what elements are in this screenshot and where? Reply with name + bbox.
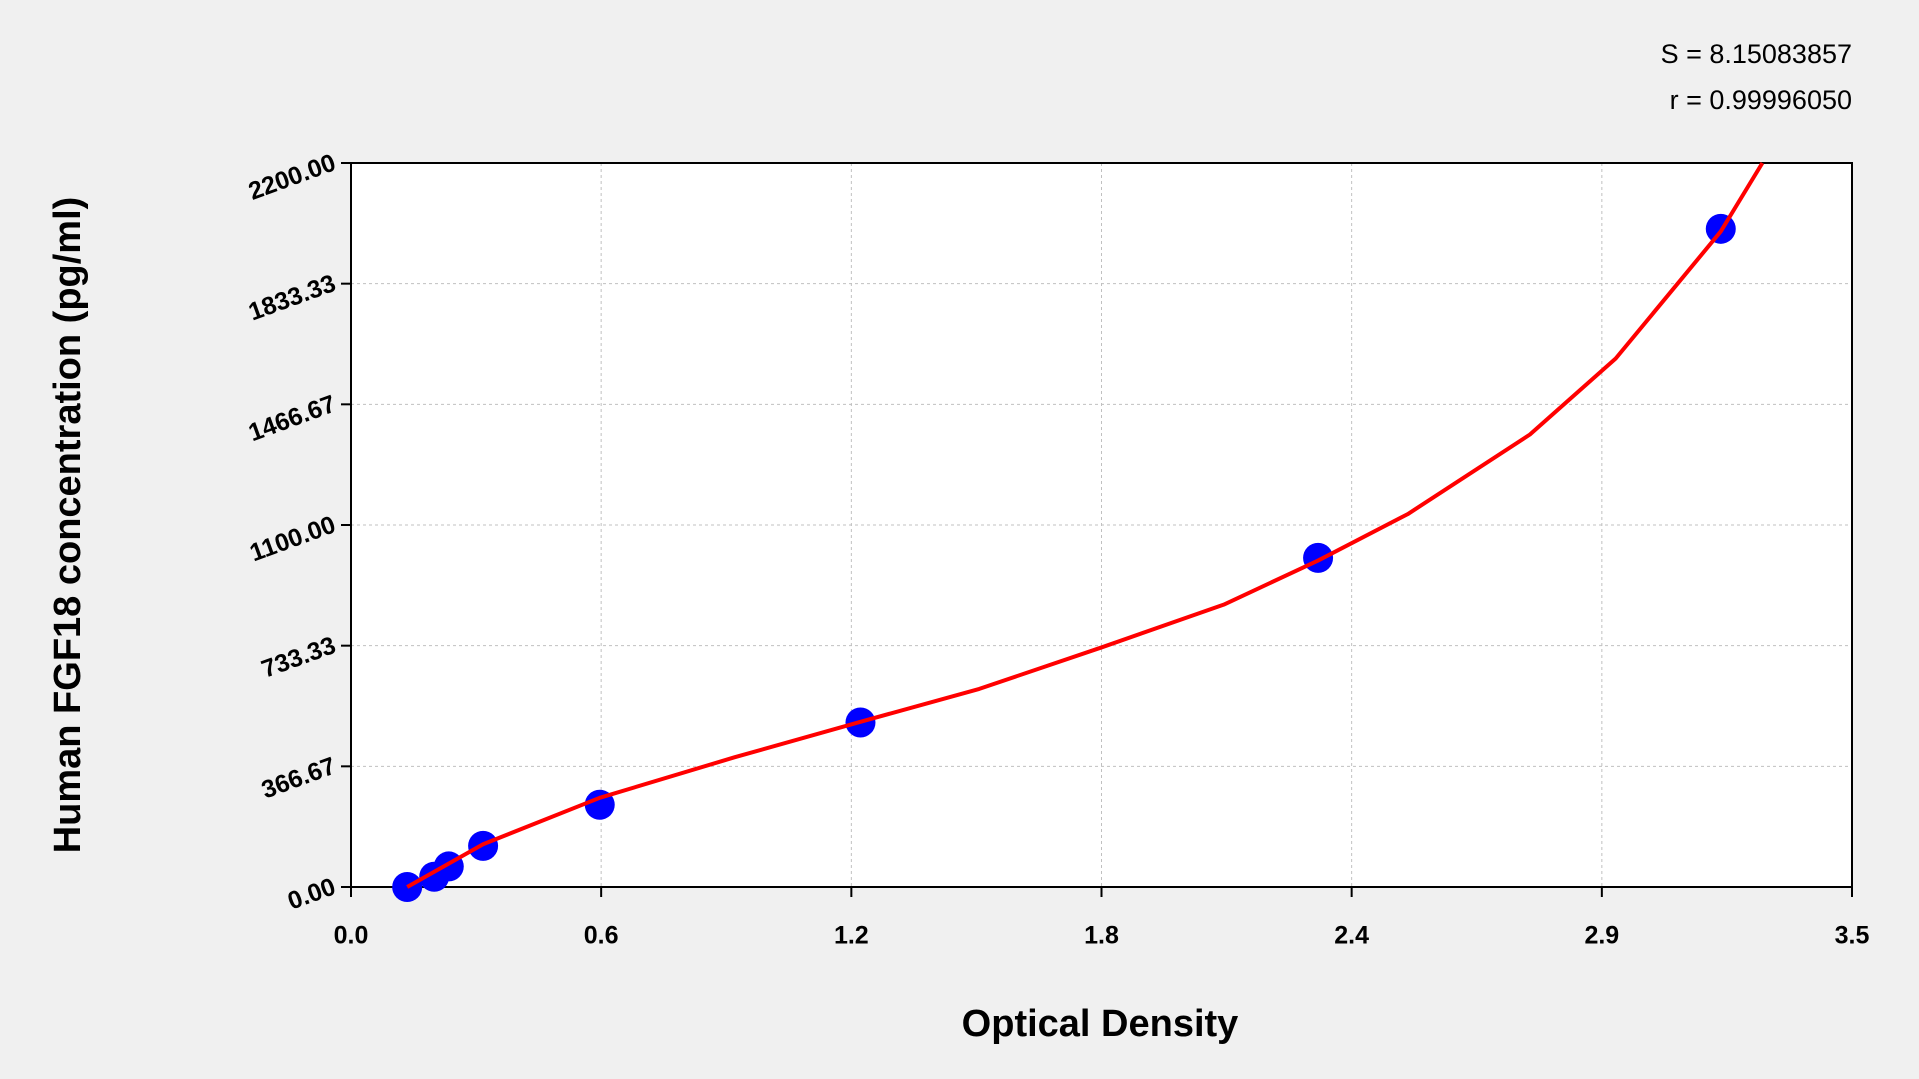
y-axis-title: Human FGF18 concentration (pg/ml) [47, 197, 89, 854]
y-tick-label: 1466.67 [245, 390, 340, 447]
x-tick-label: 0.0 [334, 922, 369, 950]
x-tick-label: 2.4 [1334, 922, 1369, 950]
plot-frame [350, 162, 1853, 888]
y-tick-label: 1833.33 [245, 269, 340, 326]
x-tick-label: 1.8 [1084, 922, 1119, 950]
data-point [1303, 542, 1334, 573]
fit-curve [406, 161, 1765, 889]
x-tick-label: 2.9 [1584, 922, 1619, 950]
y-tick-label: 1100.00 [246, 511, 339, 568]
x-axis-title: Optical Density [962, 1003, 1239, 1045]
annotation: S = 8.15083857 [1661, 39, 1852, 69]
y-tick-label: 2200.00 [245, 149, 340, 206]
y-tick-label: 366.67 [258, 752, 339, 804]
annotation: r = 0.99996050 [1670, 85, 1852, 115]
x-tick-label: 0.6 [584, 922, 619, 950]
x-tick-label: 3.5 [1835, 922, 1870, 950]
y-tick-label: 733.33 [258, 631, 339, 683]
y-tick-label: 0.00 [284, 873, 339, 916]
x-tick-label: 1.2 [834, 922, 869, 950]
